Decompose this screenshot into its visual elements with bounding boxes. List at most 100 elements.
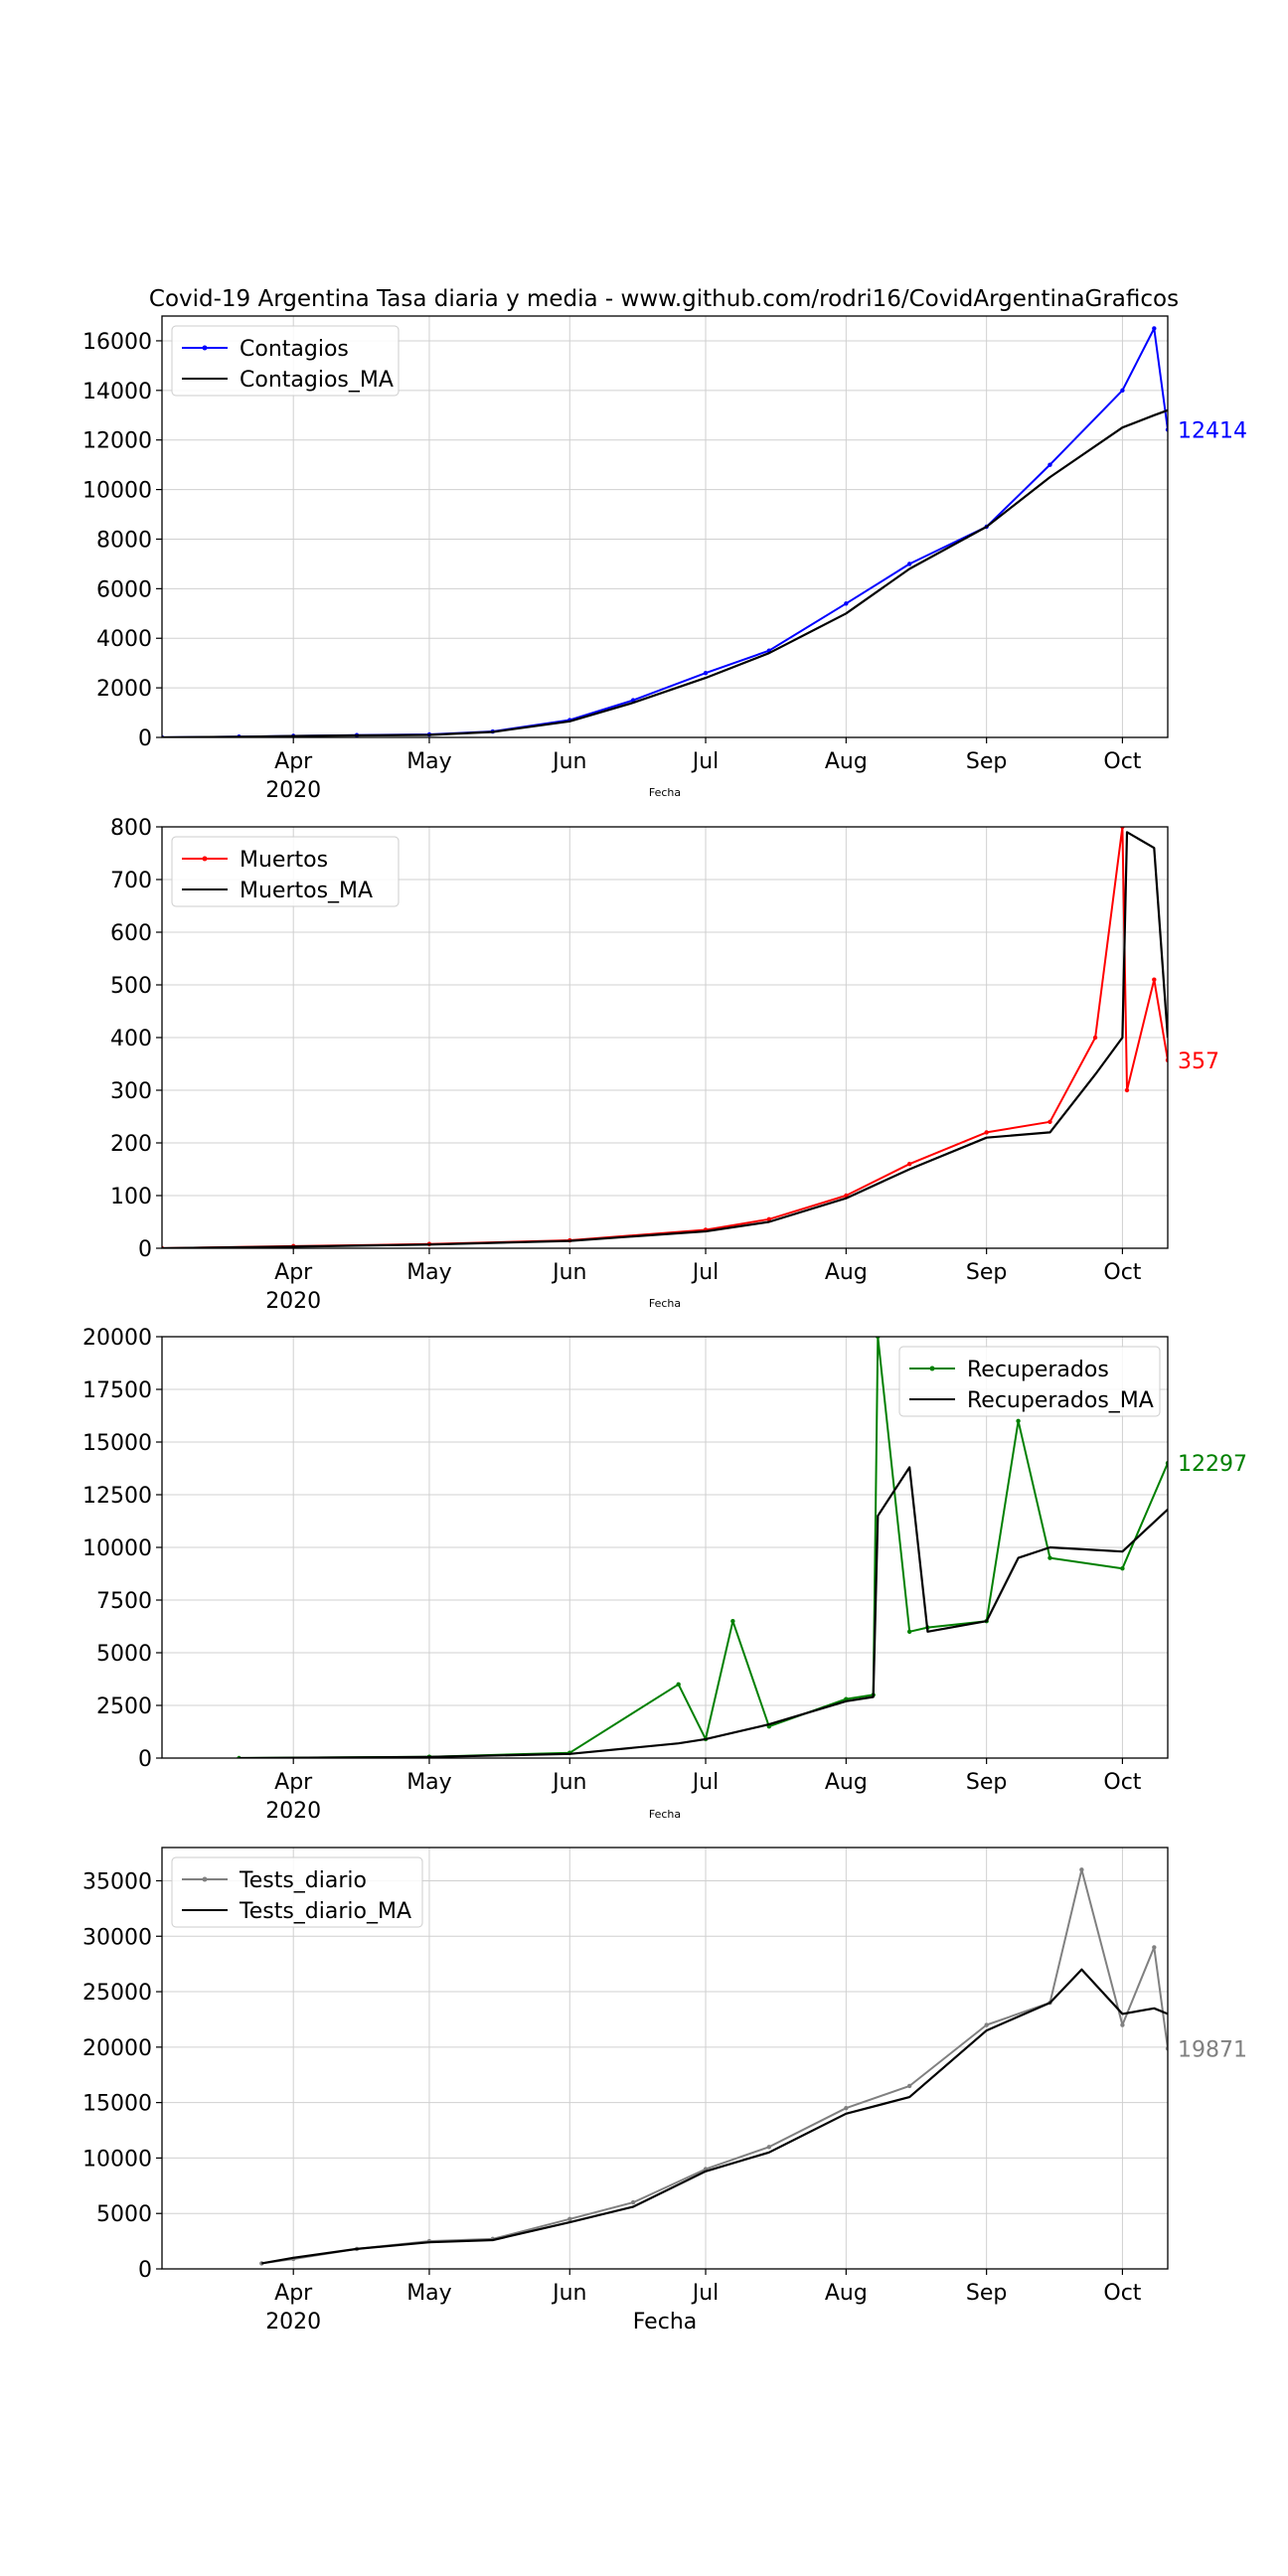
legend-box [898,1346,1161,1417]
x-tick-label: Jul [691,749,720,774]
legend-label: Tests_diario [239,1868,367,1893]
y-tick-label: 15000 [82,2092,152,2117]
y-tick-label: 30000 [82,1925,152,1950]
y-tick-label: 10000 [82,479,152,504]
x-tick-label: Aug [825,1260,868,1285]
y-tick-label: 14000 [82,380,152,404]
y-tick-label: 800 [110,816,152,841]
y-tick-label: 7500 [96,1589,152,1614]
x-tick-label: May [406,1260,451,1285]
y-tick-label: 100 [110,1185,152,1209]
data-point [766,1216,772,1222]
data-point [1079,1867,1084,1872]
data-point [984,2022,989,2027]
legend-label: Recuperados_MA [967,1388,1154,1413]
data-point [1016,1418,1021,1424]
legend-label: Muertos_MA [240,879,373,903]
legend-label: Muertos [240,848,328,873]
y-tick-label: 15000 [82,1431,152,1456]
y-tick-label: 2000 [96,677,152,702]
x-tick-label: Sep [966,749,1007,774]
legend-marker [929,1366,935,1371]
series-line-tests-diario-ma [261,1968,1168,2265]
series-group [162,326,1168,737]
x-tick-label: Oct [1103,2281,1141,2306]
data-point [906,2083,912,2089]
x-tick-sublabel: 2020 [265,2310,321,2334]
last-value-label: 19871 [1178,2037,1247,2062]
y-tick-label: 8000 [96,528,152,553]
y-tick-label: 5000 [96,2202,152,2227]
x-tick-label: Jul [691,1770,720,1795]
series-line-contagios-ma [162,408,1168,737]
data-point [703,670,709,676]
series-group [259,1867,1168,2266]
last-value-label: 12414 [1178,418,1247,443]
data-point [906,1162,912,1167]
y-tick-label: 20000 [82,1326,152,1351]
x-tick-label: Apr [274,2281,313,2306]
x-tick-label: Aug [825,749,868,774]
x-tick-label: Jun [551,1770,586,1795]
series-group [237,1337,1168,1758]
x-tick-label: Oct [1103,1770,1141,1795]
chart-panel: 0 5000 10000 15000 20000 25000 30000 35000 Apr 20… [82,1847,1247,2334]
plot-frame [161,826,1169,1249]
x-tick-sublabel: 2020 [265,1289,321,1314]
data-point [1047,1555,1052,1560]
x-tick-label: Sep [966,2281,1007,2306]
x-tick-label: Oct [1103,749,1141,774]
y-tick-label: 0 [138,1237,152,1262]
x-tick-sublabel: 2020 [265,778,321,803]
y-tick-label: 200 [110,1132,152,1157]
data-point [676,1682,681,1688]
y-tick-label: 0 [138,1747,152,1772]
x-tick-label: Sep [966,1260,1007,1285]
x-tick-label: May [406,749,451,774]
data-point [630,2199,636,2205]
legend-label: Tests_diario_MA [239,1899,411,1924]
series-group [162,827,1168,1248]
x-tick-label: Aug [825,2281,868,2306]
data-point [984,1130,989,1135]
x-tick-label: Oct [1103,1260,1141,1285]
legend-label: Contagios [240,337,349,362]
y-tick-label: 0 [138,726,152,751]
figure-title: Covid-19 Argentina Tasa diaria y media -… [149,286,1179,312]
y-tick-label: 17500 [82,1378,152,1403]
y-tick-label: 400 [110,1027,152,1051]
last-value-label: 12297 [1178,1452,1247,1477]
y-tick-label: 10000 [82,1536,152,1561]
chart-panels: 0200040006000800010000120001400016000Apr… [82,315,1247,2334]
legend-marker [202,345,208,351]
y-tick-label: 4000 [96,627,152,652]
y-tick-label: 12500 [82,1484,152,1509]
y-tick-label: 6000 [96,577,152,602]
y-tick-label: 12000 [82,429,152,454]
x-tick-label: Jul [691,2281,720,2306]
data-point [1124,1087,1130,1093]
y-tick-label: 0 [138,2258,152,2283]
x-tick-label: Apr [274,1770,313,1795]
legend-label: Contagios_MA [240,368,394,393]
x-axis-label: Fecha [649,786,681,799]
y-tick-label: 600 [110,921,152,946]
data-point [1152,326,1157,331]
x-tick-label: Jul [691,1260,720,1285]
y-tick-label: 20000 [82,2036,152,2061]
series-line-recuperados-ma [239,1466,1168,1758]
x-tick-label: Aug [825,1770,868,1795]
x-tick-label: Apr [274,1260,313,1285]
data-point [1047,462,1052,467]
y-tick-label: 25000 [82,1981,152,2006]
x-tick-label: Apr [274,749,313,774]
y-tick-label: 300 [110,1079,152,1104]
legend-marker [202,856,208,862]
x-axis-label: Fecha [633,2310,698,2334]
data-point [1047,1119,1052,1125]
x-tick-label: Sep [966,1770,1007,1795]
chart-panel: 0 100 200 300 400 500 600 700 800 Apr 2020 May Jun Ju… [110,816,1219,1314]
x-axis-label: Fecha [649,1297,681,1310]
